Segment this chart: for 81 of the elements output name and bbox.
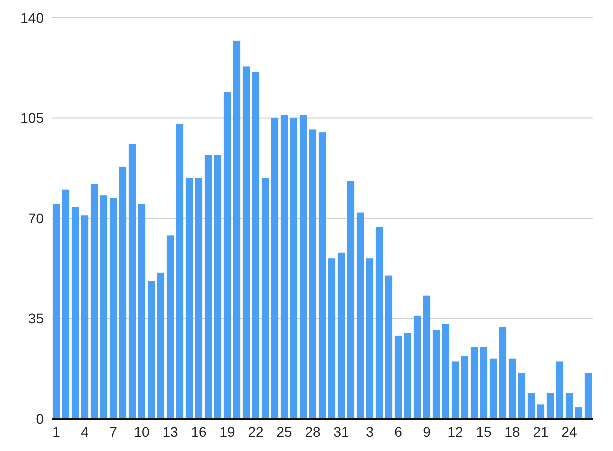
bar: [72, 207, 80, 419]
bar: [290, 118, 298, 419]
bar: [128, 144, 136, 419]
bar: [404, 333, 412, 419]
bar: [546, 393, 554, 419]
bar: [224, 92, 232, 419]
x-tick-label: 3: [366, 424, 374, 440]
x-tick-label: 16: [191, 424, 208, 440]
x-tick-label: 28: [305, 424, 321, 440]
bar: [195, 178, 203, 419]
bar: [566, 393, 574, 419]
x-tick-label: 6: [394, 424, 403, 440]
bar: [214, 155, 222, 419]
x-tick-label: 24: [562, 424, 578, 440]
y-tick-label: 140: [20, 10, 44, 26]
bar: [280, 115, 288, 419]
bar: [470, 347, 478, 419]
y-tick-label: 35: [28, 310, 44, 327]
bar: [366, 258, 374, 419]
bar: [100, 196, 108, 419]
bar: [90, 184, 98, 419]
bar: [300, 115, 308, 419]
bar: [480, 347, 488, 419]
bar: [423, 296, 431, 419]
bar: [347, 181, 355, 419]
x-tick-label: 4: [81, 424, 90, 440]
bar: [110, 198, 118, 419]
bar: [528, 393, 536, 419]
bar: [356, 212, 364, 419]
bar: [318, 132, 326, 419]
x-tick-label: 1: [52, 424, 61, 440]
bar: [252, 72, 260, 419]
bar: [138, 204, 146, 419]
bar: [490, 358, 498, 419]
y-tick-label: 70: [28, 210, 44, 226]
x-tick-label: 18: [504, 424, 520, 440]
x-tick-label: 7: [110, 424, 118, 440]
y-tick-label: 0: [36, 410, 44, 427]
x-tick-label: 10: [134, 424, 150, 440]
bar: [242, 66, 250, 419]
bar: [508, 358, 516, 419]
x-tick-label: 13: [162, 424, 179, 440]
bar: [432, 330, 440, 419]
bar: [442, 324, 450, 419]
bar: [537, 404, 545, 419]
bar: [148, 282, 156, 419]
bar: [52, 204, 60, 419]
bar: [414, 316, 422, 419]
bar: [271, 118, 279, 419]
x-tick-label: 15: [476, 424, 492, 440]
x-tick-label: 21: [533, 424, 549, 440]
bar: [186, 178, 194, 419]
bar: [452, 362, 460, 419]
bar: [119, 166, 127, 419]
bar: [385, 276, 393, 419]
x-tick-label: 22: [248, 424, 264, 440]
x-tick-label: 9: [423, 424, 432, 440]
bar: [556, 362, 564, 419]
bar: [575, 408, 583, 419]
bar: [262, 178, 270, 419]
bar: [461, 356, 469, 419]
bar: [166, 236, 174, 419]
x-tick-label: 19: [220, 424, 236, 440]
x-tick-label: 31: [334, 424, 350, 440]
bar: [233, 40, 241, 419]
bar: [376, 227, 384, 419]
x-tick-label: 12: [448, 424, 464, 440]
bar: [328, 258, 336, 419]
x-tick-label: 25: [276, 424, 292, 440]
bar: [81, 216, 89, 419]
y-tick-label: 105: [20, 110, 44, 126]
bar: [62, 190, 70, 419]
bar: [518, 373, 526, 419]
bar: [338, 252, 346, 419]
bar: [499, 327, 507, 419]
bar: [309, 130, 317, 419]
bar: [584, 373, 592, 419]
bar: [394, 336, 402, 419]
bar: [204, 155, 212, 419]
bar: [176, 124, 184, 419]
bar: [157, 272, 165, 419]
